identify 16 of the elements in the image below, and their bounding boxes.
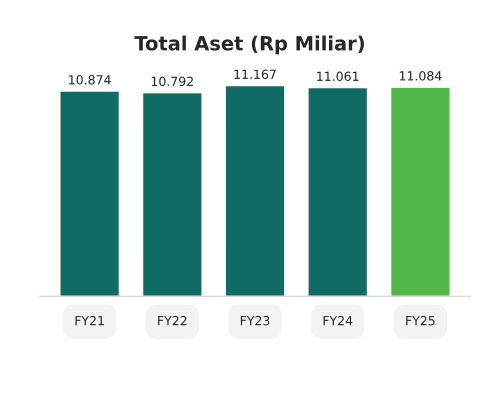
data-label: 11.084 [400, 71, 442, 81]
x-tick-label: FY22 [158, 316, 186, 326]
x-tick-label: FY23 [240, 316, 270, 326]
bar [307, 86, 368, 296]
x-tick-label: FY21 [75, 316, 104, 326]
x-tick-label: FY25 [406, 316, 435, 326]
x-tick-label: FY24 [324, 316, 352, 326]
chart-title: Total Aset (Rp Miliar) [134, 36, 364, 54]
bar [224, 84, 286, 296]
bar [390, 86, 451, 296]
data-label: 10.792 [152, 76, 193, 86]
bar [142, 92, 203, 296]
data-label: 10.874 [69, 75, 111, 85]
data-label: 11.061 [317, 72, 358, 81]
data-label: 11.167 [234, 70, 276, 79]
bar [59, 90, 120, 296]
